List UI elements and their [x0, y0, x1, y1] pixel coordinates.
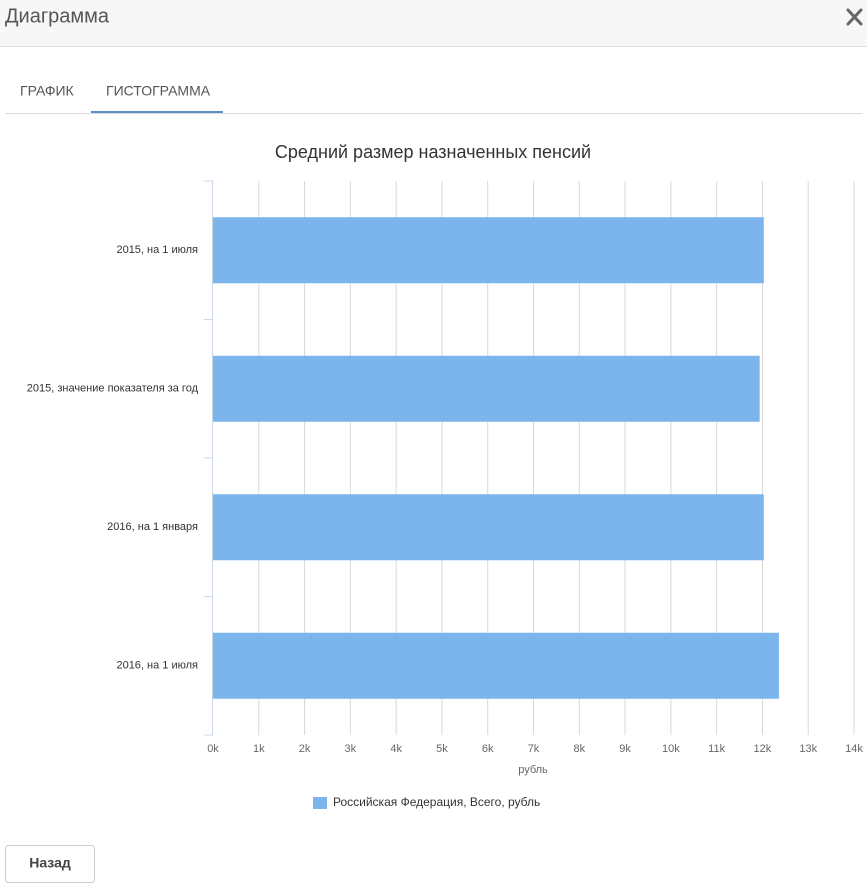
x-tick-label: 8k	[573, 743, 585, 755]
x-tick-label: 10k	[662, 743, 680, 755]
chart-title: Средний размер назначенных пенсий	[275, 142, 591, 162]
x-tick-label: 6k	[482, 743, 494, 755]
bar	[213, 355, 760, 422]
x-tick-label: 13k	[799, 743, 817, 755]
x-tick-label: 5k	[436, 743, 448, 755]
x-tick-label: 0k	[207, 743, 219, 755]
bar	[213, 632, 779, 699]
x-tick-label: 3k	[345, 743, 357, 755]
y-tick-label: 2016, на 1 июля	[116, 660, 198, 672]
y-tick-label: 2015, значение показателя за год	[27, 383, 199, 395]
close-icon[interactable]	[846, 8, 863, 26]
dialog-title: Диаграмма	[5, 5, 110, 27]
x-tick-label: 1k	[253, 743, 265, 755]
y-tick-label: 2015, на 1 июля	[116, 244, 198, 256]
x-tick-label: 2k	[299, 743, 311, 755]
x-tick-label: 14k	[845, 743, 863, 755]
x-tick-label: 4k	[390, 743, 402, 755]
x-tick-label: 7k	[528, 743, 540, 755]
active-tab-indicator	[91, 111, 223, 113]
plot: 0k 1k 2k 3k 4k 5k 6k 7k 8k 9k 10k 11k 12k 13k 14k 2015,…	[27, 180, 863, 809]
y-tick-label: 2016, на 1 января	[107, 521, 198, 533]
x-axis-title: рубль	[518, 764, 548, 776]
bar	[213, 217, 764, 284]
legend-swatch	[313, 797, 327, 809]
header-bar	[0, 0, 867, 46]
x-tick-label: 11k	[708, 743, 725, 755]
tab[interactable]: ГРАФИК	[20, 83, 75, 99]
back-button[interactable]	[5, 845, 95, 883]
tab[interactable]: ГИСТОГРАММА	[106, 83, 211, 99]
x-tick-label: 9k	[619, 743, 631, 755]
x-tick-label: 12k	[754, 743, 772, 755]
bar	[213, 494, 764, 561]
back-button-label[interactable]: Назад	[29, 855, 71, 871]
close-button[interactable]	[846, 8, 863, 26]
legend-label: Российская Федерация, Всего, рубль	[333, 795, 540, 809]
